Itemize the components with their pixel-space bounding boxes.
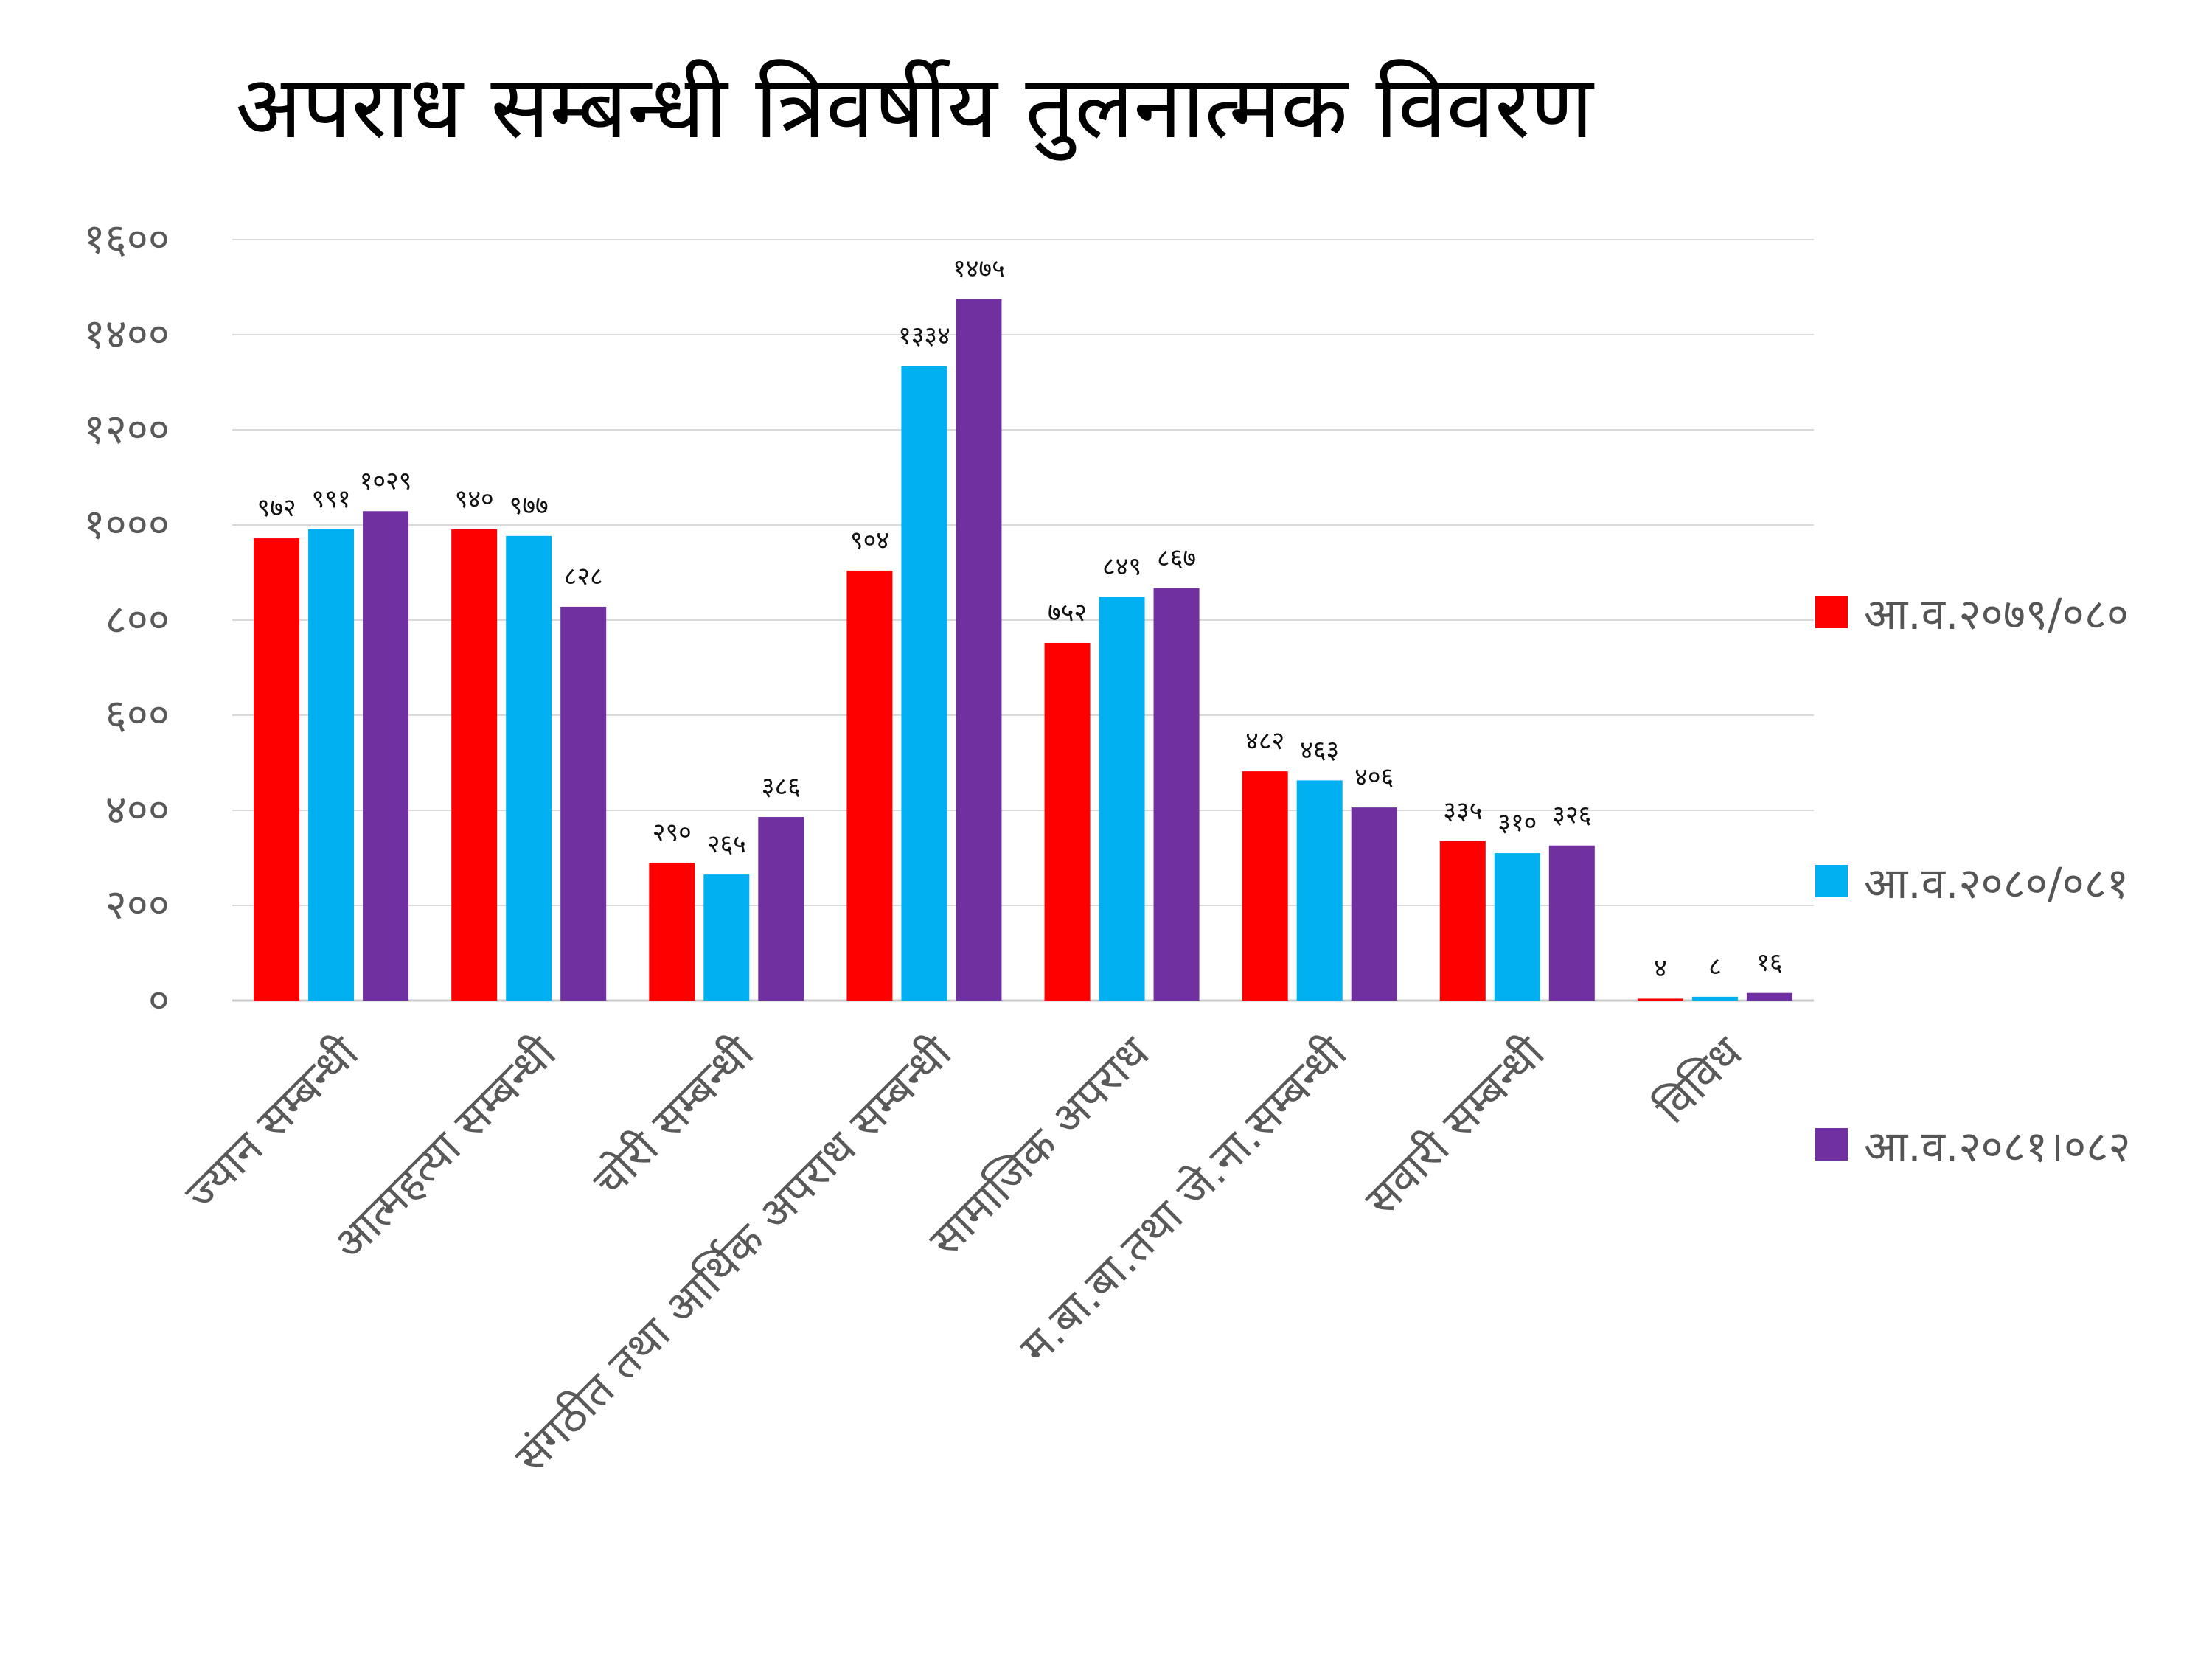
data-label: ४ — [1654, 953, 1667, 983]
y-tick-label: २०० — [105, 881, 170, 929]
legend-swatch — [1815, 865, 1848, 897]
data-label: ३२६ — [1552, 801, 1591, 830]
data-label: ९९१ — [312, 484, 351, 514]
y-tick-label: ६०० — [105, 691, 170, 739]
data-label: १४७५ — [953, 254, 1005, 284]
data-label: ३१० — [1498, 808, 1537, 838]
data-label: ९७२ — [257, 493, 296, 523]
data-label: २९० — [653, 818, 692, 847]
legend-label: आ.व.२०८१।०८२ — [1864, 1121, 2131, 1172]
data-label: ७५२ — [1048, 598, 1087, 627]
y-tick-label: १२०० — [84, 406, 170, 453]
bar — [1439, 841, 1486, 1001]
bar — [901, 366, 947, 1001]
bar — [1746, 992, 1792, 1001]
legend-item: आ.व.२०८१।०८२ — [1815, 1115, 2131, 1174]
data-label: ३३५ — [1443, 796, 1482, 826]
legend-item: आ.व.२०८०/०८१ — [1815, 852, 2129, 911]
x-tick-label: संगठीत तथा आर्थिक अपराध सम्बन्धी — [505, 1026, 962, 1484]
legend-item: आ.व.२०७९/०८० — [1815, 582, 2129, 641]
chart-title: अपराध सम्बन्धी त्रिवर्षीय तुलनात्मक विवर… — [235, 56, 1593, 158]
bar — [649, 862, 695, 1001]
bar — [1153, 588, 1200, 1001]
bar — [506, 535, 552, 1001]
y-tick-label: ८०० — [105, 596, 170, 644]
data-label: ४०६ — [1354, 762, 1394, 792]
data-label: ९७७ — [509, 491, 549, 521]
legend-swatch — [1815, 1128, 1848, 1161]
bar — [1494, 853, 1540, 1001]
bar — [956, 299, 1002, 1001]
bar — [1351, 807, 1397, 1001]
bar — [363, 511, 409, 1001]
data-label: ९०४ — [850, 526, 889, 555]
x-tick-label: म.बा.बा.तथा जे.ना.सम्बन्धी — [1010, 1026, 1357, 1374]
data-label: ४८२ — [1245, 726, 1284, 756]
bar — [1691, 996, 1738, 1001]
legend-label: आ.व.२०७९/०८० — [1864, 588, 2129, 639]
legend-swatch — [1815, 596, 1848, 628]
data-label: ९४० — [455, 484, 494, 514]
y-tick-label: १६०० — [84, 215, 170, 263]
bar — [254, 538, 300, 1001]
data-label: २६५ — [707, 830, 746, 859]
legend-label: आ.व.२०८०/०८१ — [1864, 858, 2129, 908]
data-label: १३३४ — [898, 321, 950, 351]
bar — [451, 529, 498, 1001]
bar — [560, 606, 607, 1001]
y-tick-label: १४०० — [84, 310, 170, 358]
bar — [1044, 642, 1091, 1001]
x-tick-label: विविध — [1646, 1026, 1753, 1134]
x-tick-label: ज्यान सम्बन्धी — [175, 1026, 369, 1220]
data-label: १६ — [1756, 948, 1782, 978]
bar — [1099, 597, 1145, 1001]
data-label: ४६३ — [1300, 735, 1339, 765]
bar — [308, 529, 355, 1001]
bar — [1242, 771, 1288, 1001]
data-label: ८४९ — [1102, 552, 1141, 581]
data-label: १०२९ — [360, 466, 412, 495]
data-label: ८ — [1708, 952, 1722, 981]
y-tick-label: १००० — [84, 501, 170, 549]
y-tick-label: ४०० — [105, 786, 170, 834]
bar — [1637, 998, 1683, 1001]
bar — [846, 570, 893, 1001]
y-tick-label: ० — [148, 976, 170, 1024]
data-label: ८२८ — [564, 562, 603, 591]
bar — [703, 874, 750, 1001]
bar — [1548, 845, 1595, 1001]
data-label: ३८६ — [762, 772, 801, 801]
bar — [1296, 780, 1343, 1001]
x-tick-label: सवारी सम्बन्धी — [1355, 1026, 1555, 1226]
bar — [758, 817, 804, 1001]
x-tick-label: चोरी सम्बन्धी — [583, 1026, 765, 1208]
data-label: ८६७ — [1157, 543, 1196, 573]
